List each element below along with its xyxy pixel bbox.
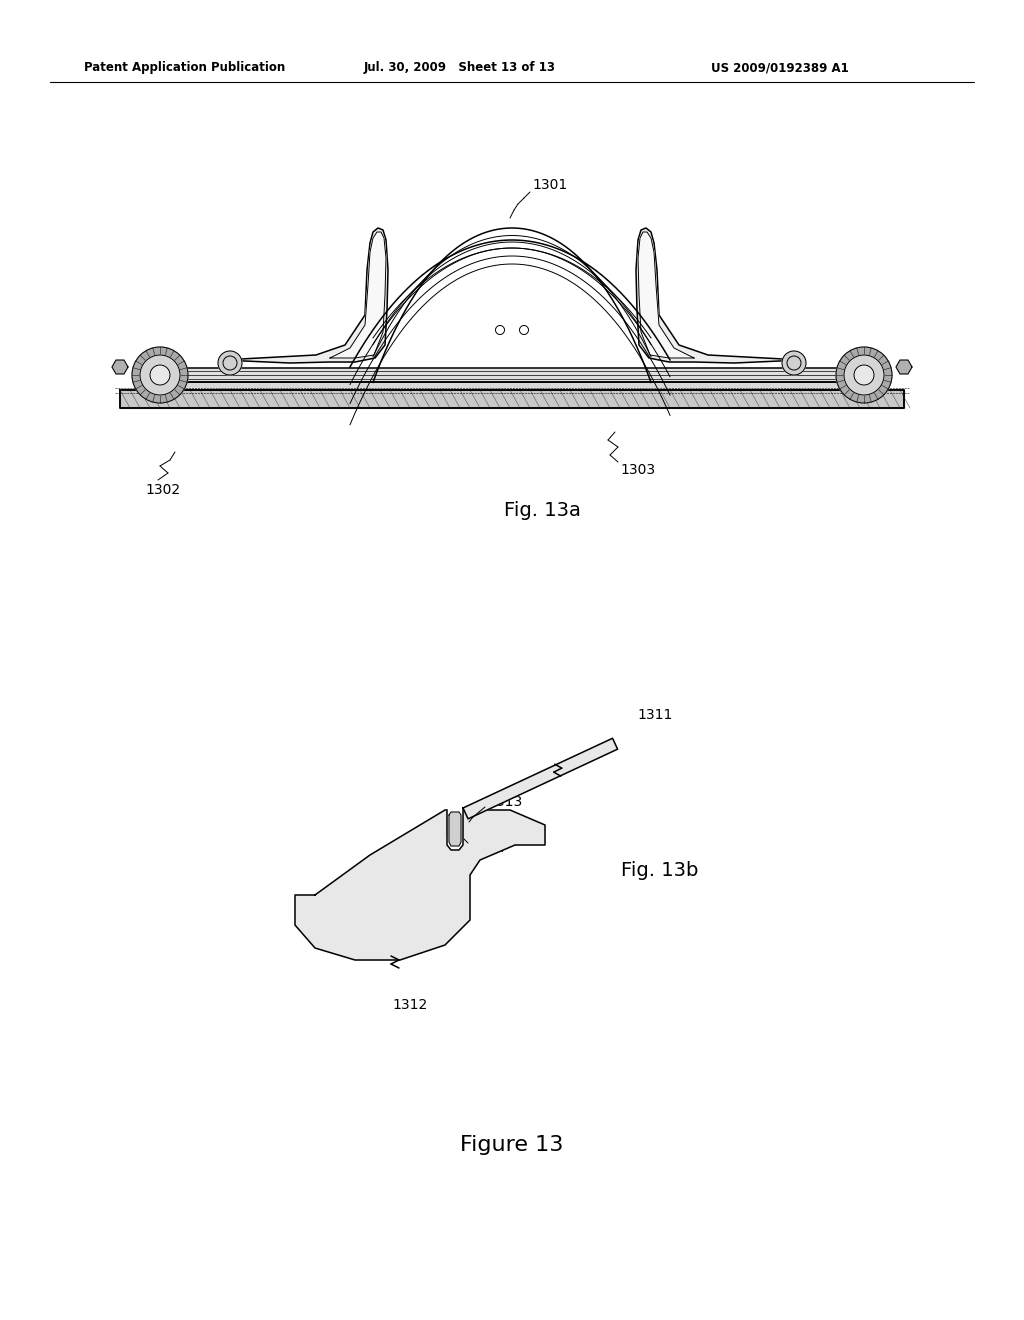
Text: Fig. 13a: Fig. 13a (504, 500, 581, 520)
Circle shape (854, 366, 874, 385)
Text: 1311: 1311 (638, 708, 673, 722)
Polygon shape (150, 368, 874, 381)
Text: 1301: 1301 (532, 178, 567, 191)
Text: Figure 13: Figure 13 (461, 1135, 563, 1155)
Polygon shape (120, 389, 904, 408)
Text: US 2009/0192389 A1: US 2009/0192389 A1 (711, 62, 849, 74)
Text: Jul. 30, 2009   Sheet 13 of 13: Jul. 30, 2009 Sheet 13 of 13 (364, 62, 556, 74)
Circle shape (132, 347, 188, 403)
Circle shape (140, 355, 180, 395)
Text: 1302: 1302 (145, 483, 180, 498)
Circle shape (844, 355, 884, 395)
Circle shape (836, 347, 892, 403)
Polygon shape (636, 228, 802, 363)
Text: 1313: 1313 (487, 795, 522, 809)
Text: 1314: 1314 (470, 841, 505, 855)
Polygon shape (295, 810, 545, 960)
Polygon shape (463, 738, 617, 818)
Text: 1312: 1312 (392, 998, 428, 1012)
Text: Patent Application Publication: Patent Application Publication (84, 62, 286, 74)
Polygon shape (638, 232, 694, 358)
Polygon shape (222, 228, 388, 363)
Text: Fig. 13b: Fig. 13b (622, 861, 698, 879)
Polygon shape (140, 381, 884, 389)
Circle shape (218, 351, 242, 375)
Circle shape (150, 366, 170, 385)
Polygon shape (112, 360, 128, 374)
Polygon shape (896, 360, 912, 374)
Polygon shape (447, 810, 463, 850)
Text: 1303: 1303 (620, 463, 655, 477)
Polygon shape (330, 232, 386, 358)
Polygon shape (449, 812, 461, 846)
Circle shape (782, 351, 806, 375)
